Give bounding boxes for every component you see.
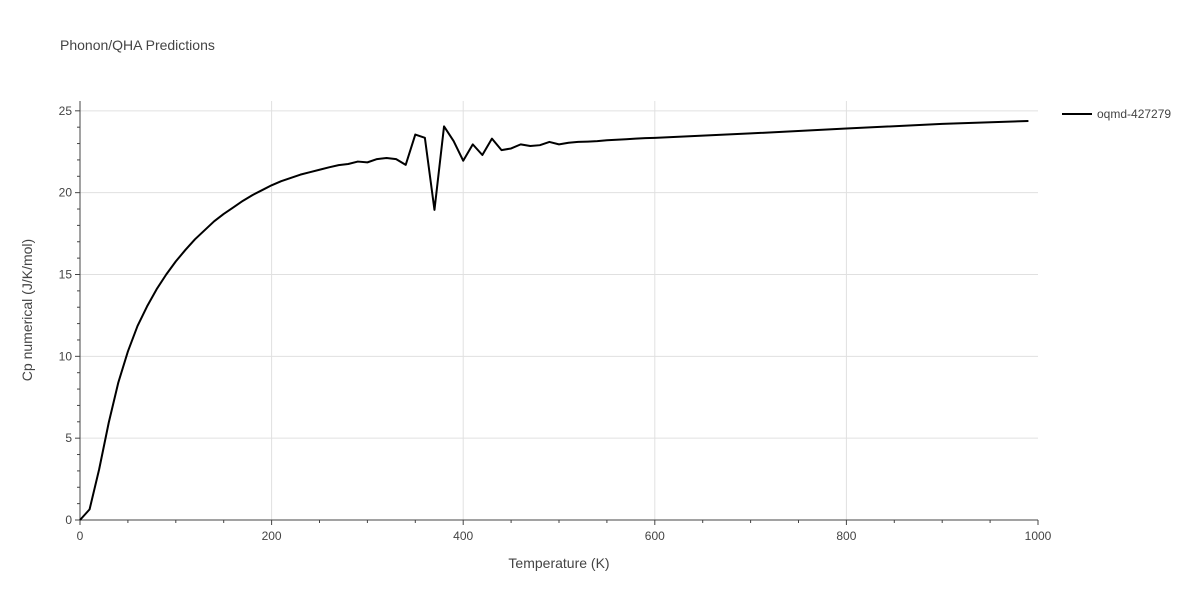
axes <box>75 101 1039 525</box>
y-tick-label: 25 <box>59 104 73 118</box>
grid <box>80 101 1038 520</box>
x-axis-ticks: 0 200 400 600 800 1000 <box>77 529 1052 543</box>
x-tick-label: 1000 <box>1025 529 1052 543</box>
series-layer <box>79 119 1029 521</box>
y-tick-label: 15 <box>59 267 73 281</box>
y-tick-label: 0 <box>65 513 72 527</box>
x-tick-label: 200 <box>262 529 282 543</box>
legend-label: oqmd-427279 <box>1097 107 1171 121</box>
y-tick-label: 5 <box>65 431 72 445</box>
chart-title: Phonon/QHA Predictions <box>60 37 215 53</box>
x-tick-label: 0 <box>77 529 84 543</box>
y-axis-ticks: 0 5 10 15 20 25 <box>59 104 73 527</box>
y-axis-title: Cp numerical (J/K/mol) <box>19 239 35 381</box>
x-tick-label: 600 <box>645 529 665 543</box>
x-tick-label: 400 <box>453 529 473 543</box>
y-tick-label: 20 <box>59 186 73 200</box>
series-line[interactable] <box>79 119 1029 521</box>
y-tick-label: 10 <box>59 349 73 363</box>
legend[interactable]: oqmd-427279 <box>1062 107 1171 121</box>
x-axis-title: Temperature (K) <box>508 555 609 571</box>
x-tick-label: 800 <box>836 529 856 543</box>
